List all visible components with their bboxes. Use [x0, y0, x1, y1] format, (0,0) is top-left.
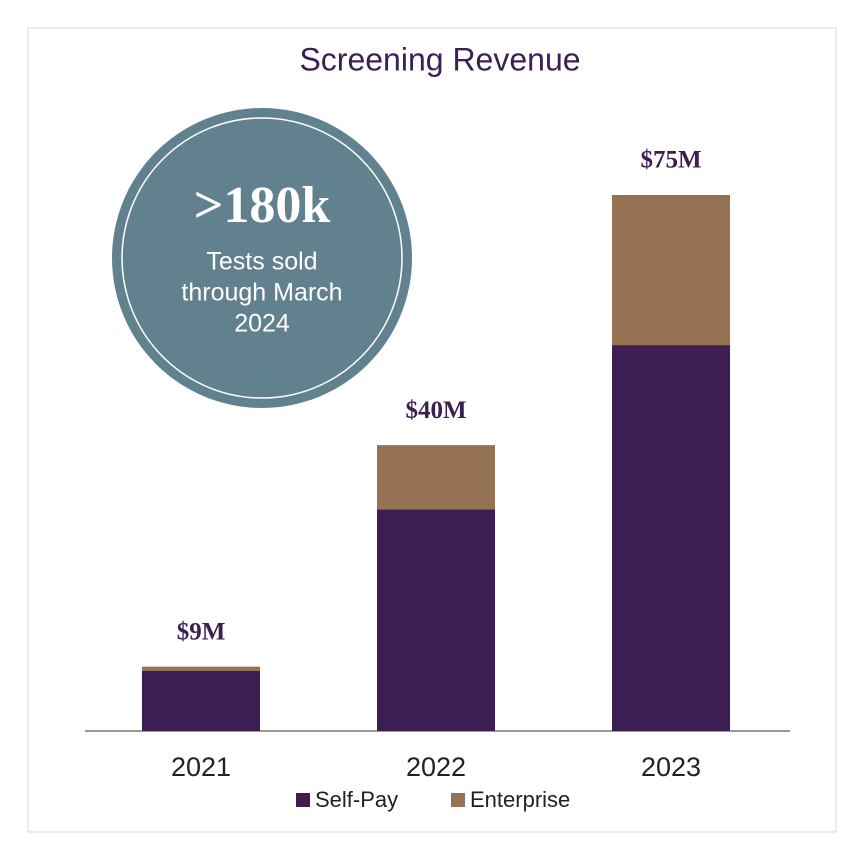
badge — [112, 108, 412, 408]
legend-swatch — [451, 793, 465, 807]
badge-ring — [121, 117, 403, 399]
badge-headline: >180k — [194, 177, 331, 234]
legend-swatch — [296, 793, 310, 807]
bar-segment — [142, 670, 260, 731]
bar-segment — [142, 666, 260, 671]
total-label: $9M — [177, 618, 226, 645]
bar-segment — [377, 445, 495, 510]
badge-text: through March — [181, 279, 342, 307]
x-tick-label: 2022 — [406, 752, 466, 782]
bar-segment — [612, 195, 730, 346]
total-label: $40M — [405, 397, 466, 424]
x-tick-label: 2023 — [641, 752, 701, 782]
x-tick-label: 2021 — [171, 752, 231, 782]
bar-segment — [612, 345, 730, 731]
total-label: $75M — [640, 147, 701, 174]
legend-label: Self-Pay — [315, 787, 398, 812]
badge-text: 2024 — [234, 310, 290, 338]
legend-label: Enterprise — [470, 787, 570, 812]
bar-segment — [377, 509, 495, 731]
chart-title: Screening Revenue — [299, 41, 580, 77]
badge-text: Tests sold — [206, 248, 317, 276]
